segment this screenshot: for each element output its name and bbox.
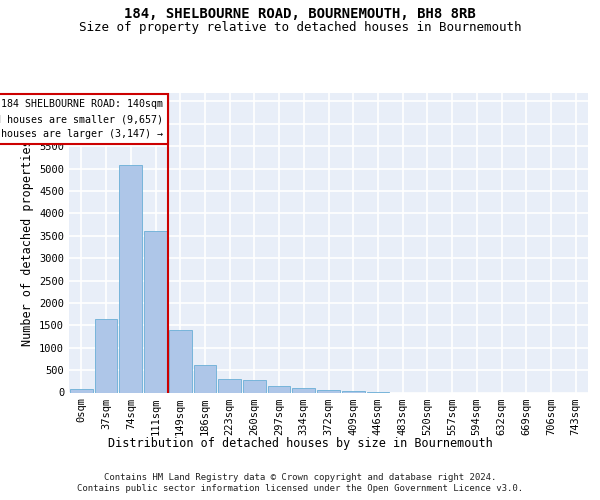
Bar xyxy=(243,380,266,392)
Text: Contains HM Land Registry data © Crown copyright and database right 2024.: Contains HM Land Registry data © Crown c… xyxy=(104,472,496,482)
Bar xyxy=(95,318,118,392)
Bar xyxy=(342,391,365,392)
Text: Distribution of detached houses by size in Bournemouth: Distribution of detached houses by size … xyxy=(107,438,493,450)
Bar xyxy=(70,389,93,392)
Y-axis label: Number of detached properties: Number of detached properties xyxy=(20,139,34,346)
Bar xyxy=(144,232,167,392)
Bar xyxy=(119,165,142,392)
Text: Size of property relative to detached houses in Bournemouth: Size of property relative to detached ho… xyxy=(79,21,521,34)
Bar xyxy=(292,388,315,392)
Text: Contains public sector information licensed under the Open Government Licence v3: Contains public sector information licen… xyxy=(77,484,523,493)
Text: 184 SHELBOURNE ROAD: 140sqm
← 75% of detached houses are smaller (9,657)
24% of : 184 SHELBOURNE ROAD: 140sqm ← 75% of det… xyxy=(0,99,163,139)
Bar xyxy=(169,330,191,392)
Bar xyxy=(194,365,216,392)
Bar xyxy=(268,386,290,392)
Bar xyxy=(317,390,340,392)
Text: 184, SHELBOURNE ROAD, BOURNEMOUTH, BH8 8RB: 184, SHELBOURNE ROAD, BOURNEMOUTH, BH8 8… xyxy=(124,8,476,22)
Bar xyxy=(218,379,241,392)
